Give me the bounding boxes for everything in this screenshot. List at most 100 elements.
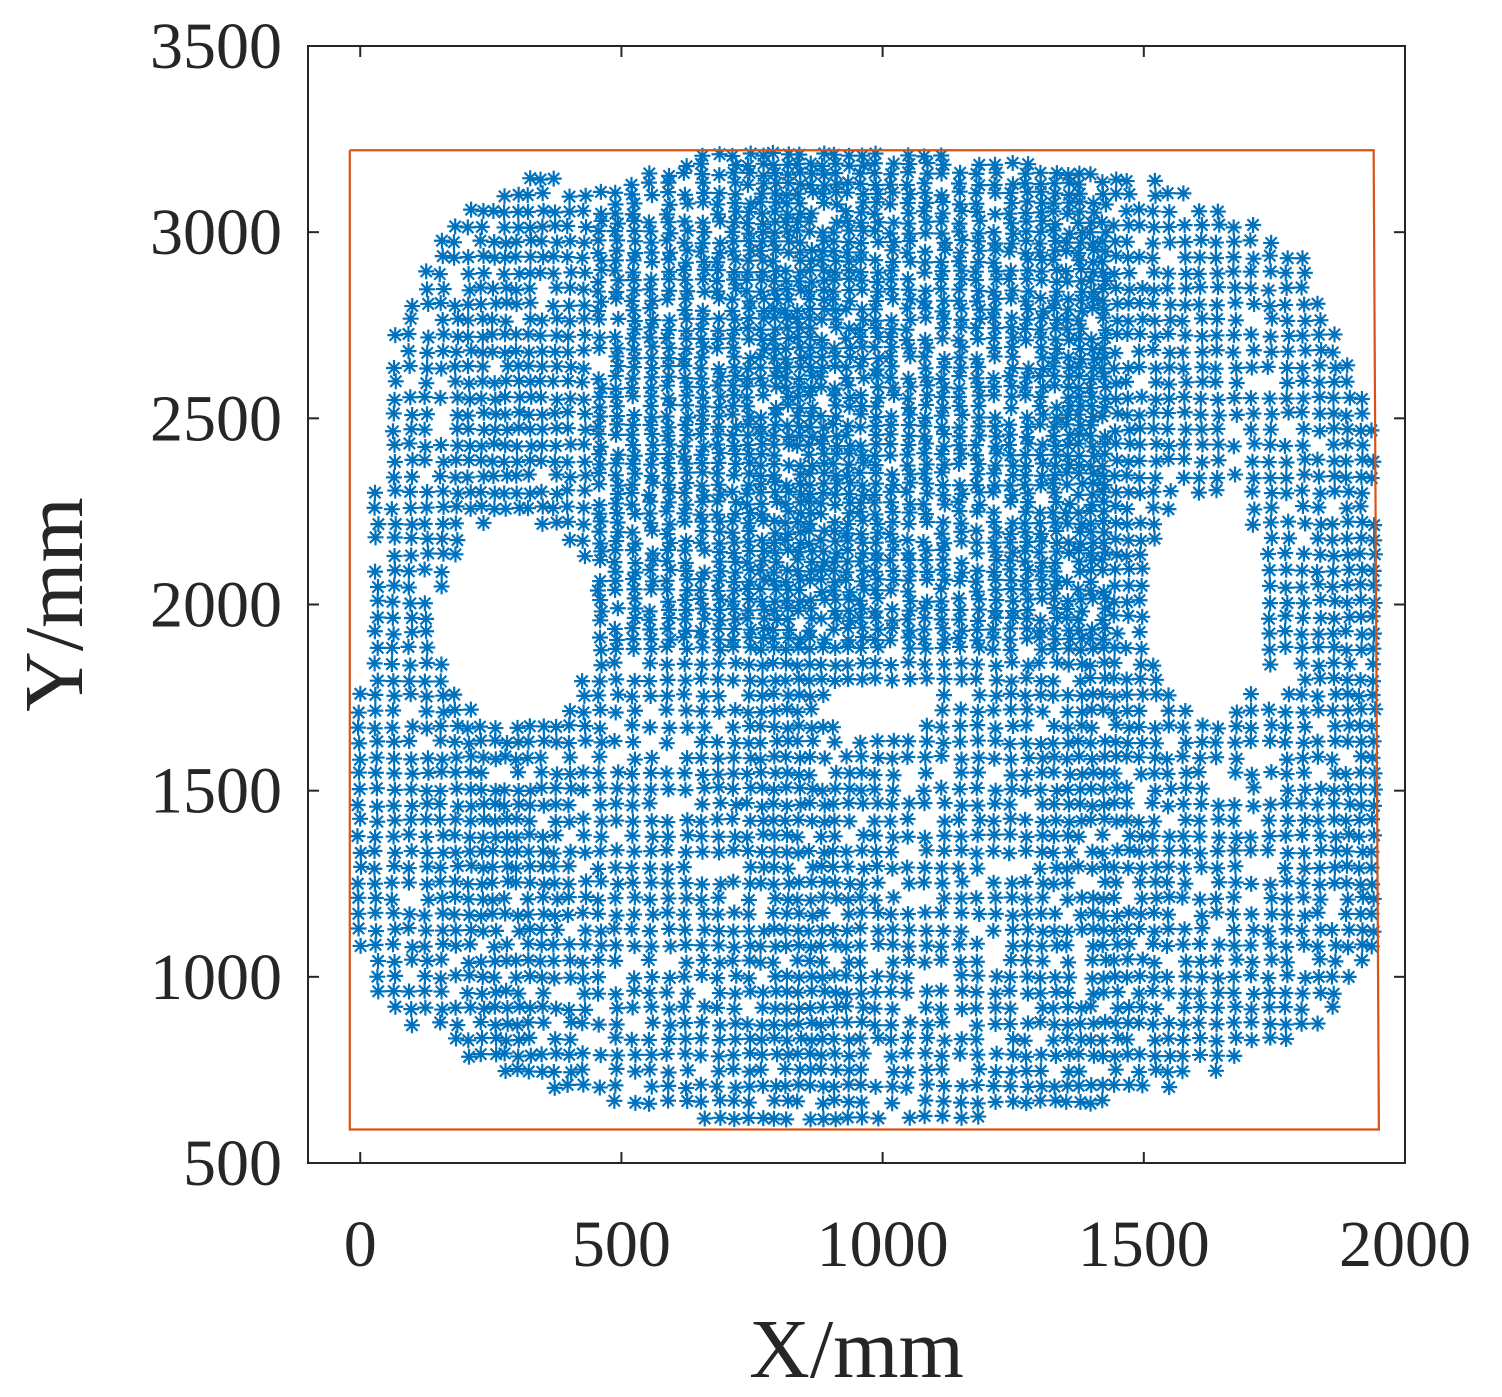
data-point bbox=[1145, 904, 1162, 921]
data-point bbox=[1059, 476, 1076, 493]
data-point bbox=[765, 630, 782, 647]
data-point bbox=[792, 427, 809, 444]
data-point bbox=[679, 827, 696, 844]
data-point bbox=[827, 348, 844, 365]
data-point bbox=[1018, 717, 1035, 734]
data-point bbox=[520, 733, 537, 750]
data-point bbox=[918, 670, 935, 687]
data-point bbox=[1095, 493, 1112, 510]
data-point bbox=[1327, 718, 1344, 735]
data-point bbox=[1277, 860, 1294, 877]
data-point bbox=[936, 426, 953, 443]
data-point bbox=[1294, 639, 1311, 656]
data-point bbox=[916, 656, 933, 673]
data-point bbox=[915, 534, 932, 551]
data-point bbox=[1097, 670, 1114, 687]
data-point bbox=[593, 252, 610, 269]
data-point bbox=[986, 418, 1003, 435]
data-point bbox=[561, 749, 578, 766]
data-point bbox=[645, 437, 662, 454]
data-point bbox=[1160, 920, 1177, 937]
data-point bbox=[1084, 952, 1101, 969]
data-point bbox=[1339, 685, 1356, 702]
data-point bbox=[535, 249, 552, 266]
data-point bbox=[765, 859, 782, 876]
data-point bbox=[1034, 843, 1051, 860]
data-point bbox=[1083, 701, 1100, 718]
data-point bbox=[814, 922, 831, 939]
data-point bbox=[591, 673, 608, 690]
data-point bbox=[1160, 717, 1177, 734]
data-point bbox=[1020, 283, 1037, 300]
data-point bbox=[1365, 797, 1382, 814]
data-point bbox=[1019, 494, 1036, 511]
data-point bbox=[497, 748, 514, 765]
data-point bbox=[385, 469, 402, 486]
data-point bbox=[434, 905, 451, 922]
data-point bbox=[710, 476, 727, 493]
data-point bbox=[827, 603, 844, 620]
data-point bbox=[1032, 736, 1049, 753]
data-point bbox=[450, 798, 467, 815]
data-point bbox=[1018, 369, 1035, 386]
data-point bbox=[561, 813, 578, 830]
data-point bbox=[497, 905, 514, 922]
data-point bbox=[934, 330, 951, 347]
data-point bbox=[936, 379, 953, 396]
data-point bbox=[643, 813, 660, 830]
data-point bbox=[1352, 764, 1369, 781]
data-point bbox=[1337, 766, 1354, 783]
data-point bbox=[535, 985, 552, 1002]
data-point bbox=[1060, 349, 1077, 366]
data-point bbox=[533, 483, 550, 500]
data-point bbox=[522, 1047, 539, 1064]
data-point bbox=[852, 553, 869, 570]
data-point bbox=[507, 952, 524, 969]
data-point bbox=[767, 484, 784, 501]
data-point bbox=[742, 937, 759, 954]
data-point bbox=[484, 280, 501, 297]
data-point bbox=[369, 609, 386, 626]
data-point bbox=[692, 1047, 709, 1064]
data-point bbox=[882, 225, 899, 242]
data-point bbox=[591, 329, 608, 346]
data-point bbox=[868, 545, 885, 562]
data-point bbox=[740, 704, 757, 721]
data-point bbox=[418, 375, 435, 392]
data-point bbox=[869, 379, 886, 396]
data-point bbox=[694, 843, 711, 860]
data-point bbox=[712, 235, 729, 252]
data-point bbox=[854, 338, 871, 355]
data-point bbox=[1276, 999, 1293, 1016]
data-point bbox=[1020, 435, 1037, 452]
data-point bbox=[642, 223, 659, 240]
data-point bbox=[866, 1000, 883, 1017]
data-point bbox=[610, 686, 627, 703]
data-point bbox=[591, 1079, 608, 1096]
data-point bbox=[985, 1077, 1002, 1094]
data-point bbox=[1047, 331, 1064, 348]
data-point bbox=[828, 408, 845, 425]
data-point bbox=[814, 224, 831, 241]
data-point bbox=[1279, 812, 1296, 829]
data-point bbox=[727, 446, 744, 463]
data-point bbox=[726, 534, 743, 551]
data-point bbox=[792, 350, 809, 367]
data-point bbox=[988, 263, 1005, 280]
data-point bbox=[1094, 1048, 1111, 1065]
data-point bbox=[841, 157, 858, 174]
data-point bbox=[899, 748, 916, 765]
data-point bbox=[883, 408, 900, 425]
data-point bbox=[487, 829, 504, 846]
data-point bbox=[755, 629, 772, 646]
data-point bbox=[534, 421, 551, 438]
data-point bbox=[644, 969, 661, 986]
data-point bbox=[841, 270, 858, 287]
data-point bbox=[754, 593, 771, 610]
data-point bbox=[1327, 953, 1344, 970]
data-point bbox=[1365, 890, 1382, 907]
data-point bbox=[1277, 984, 1294, 1001]
data-point bbox=[693, 571, 710, 588]
data-point bbox=[902, 1014, 919, 1031]
data-point bbox=[1132, 906, 1149, 923]
